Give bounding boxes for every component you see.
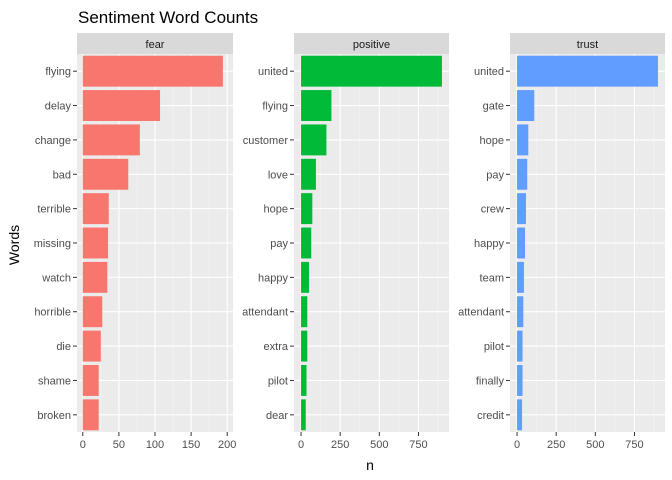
y-tick-label: bad (53, 169, 71, 181)
bar-trust-finally (517, 364, 523, 396)
y-tick-label: dear (266, 410, 288, 422)
x-tick-label: 50 (113, 439, 125, 451)
chart-title: Sentiment Word Counts (78, 8, 258, 27)
y-tick-label: customer (243, 135, 289, 147)
chart-panels: fear 0 50 100 150 200 flying delay change bad terr… (34, 33, 665, 451)
bar-fear-change (82, 124, 140, 156)
bar-positive-customer (301, 124, 327, 156)
bar-trust-united (517, 55, 658, 87)
y-tick-label: flying (45, 66, 71, 78)
y-tick-label: extra (264, 341, 289, 353)
bar-positive-love (301, 158, 316, 190)
bar-trust-attendant (517, 296, 524, 328)
bar-fear-missing (82, 227, 109, 259)
bar-positive-attendant (301, 296, 308, 328)
y-tick-label: hope (264, 204, 288, 216)
bar-trust-pay (517, 158, 528, 190)
x-tick-label: 250 (331, 439, 349, 451)
x-tick-label: 750 (409, 439, 427, 451)
y-tick-label: happy (474, 238, 504, 250)
facet-strip (510, 33, 665, 54)
bar-trust-pilot (517, 330, 523, 362)
facet-panel-positive: positive 0 250 500 750 united flying customer lo… (242, 33, 449, 451)
x-tick-label: 250 (547, 439, 565, 451)
facet-strip (77, 33, 233, 54)
y-tick-label: terrible (37, 204, 71, 216)
y-tick-label: flying (262, 101, 288, 113)
x-tick-label: 0 (298, 439, 304, 451)
bar-trust-hope (517, 124, 529, 156)
y-tick-label: delay (45, 101, 72, 113)
x-tick-label: 200 (218, 439, 236, 451)
y-tick-label: united (258, 66, 288, 78)
bar-fear-shame (82, 364, 99, 396)
bar-positive-flying (301, 90, 332, 122)
y-tick-label: crew (481, 204, 504, 216)
y-tick-label: broken (37, 410, 71, 422)
bar-fear-flying (82, 55, 223, 87)
bar-positive-hope (301, 193, 313, 225)
y-tick-label: attendant (242, 307, 288, 319)
facet-strip-label: fear (146, 39, 165, 51)
bar-positive-united (301, 55, 442, 87)
y-tick-label: pay (486, 169, 504, 181)
y-tick-label: change (35, 135, 71, 147)
x-tick-label: 500 (370, 439, 388, 451)
facet-strip-label: positive (353, 39, 390, 51)
y-tick-label: pilot (484, 341, 504, 353)
y-tick-label: happy (258, 272, 288, 284)
bar-fear-broken (82, 399, 99, 431)
y-tick-label: watch (41, 272, 71, 284)
bar-fear-die (82, 330, 101, 362)
y-tick-label: missing (34, 238, 71, 250)
bar-positive-dear (301, 399, 306, 431)
x-tick-label: 150 (182, 439, 200, 451)
y-tick-label: die (56, 341, 71, 353)
y-tick-label: horrible (34, 307, 71, 319)
facet-strip-label: trust (577, 39, 598, 51)
bar-fear-watch (82, 261, 108, 293)
y-tick-label: pilot (268, 375, 288, 387)
y-tick-label: attendant (458, 307, 504, 319)
y-tick-label: gate (483, 101, 504, 113)
bar-trust-gate (517, 90, 535, 122)
bar-fear-horrible (82, 296, 103, 328)
y-tick-label: love (268, 169, 288, 181)
bar-trust-happy (517, 227, 526, 259)
x-axis-title: n (366, 457, 374, 473)
facet-strip (294, 33, 449, 54)
x-tick-label: 500 (586, 439, 604, 451)
y-tick-label: team (480, 272, 504, 284)
y-axis-title: Words (6, 225, 22, 265)
bar-positive-happy (301, 261, 310, 293)
bar-trust-team (517, 261, 524, 293)
bar-positive-pay (301, 227, 312, 259)
bar-fear-bad (82, 158, 129, 190)
x-tick-label: 750 (625, 439, 643, 451)
facet-panel-fear: fear 0 50 100 150 200 flying delay change bad terr… (34, 33, 236, 451)
y-tick-label: finally (476, 375, 505, 387)
bar-trust-crew (517, 193, 526, 225)
y-tick-label: shame (38, 375, 71, 387)
facet-panel-trust: trust 0 250 500 750 united gate hope pay crew happ… (458, 33, 665, 451)
x-tick-label: 0 (514, 439, 520, 451)
x-tick-label: 0 (80, 439, 86, 451)
bar-fear-terrible (82, 193, 109, 225)
bar-positive-extra (301, 330, 308, 362)
y-tick-label: hope (480, 135, 504, 147)
bar-positive-pilot (301, 364, 307, 396)
bar-trust-credit (517, 399, 523, 431)
y-tick-label: credit (477, 410, 504, 422)
x-tick-label: 100 (146, 439, 164, 451)
y-tick-label: united (474, 66, 504, 78)
y-tick-label: pay (270, 238, 288, 250)
bar-fear-delay (82, 90, 161, 122)
